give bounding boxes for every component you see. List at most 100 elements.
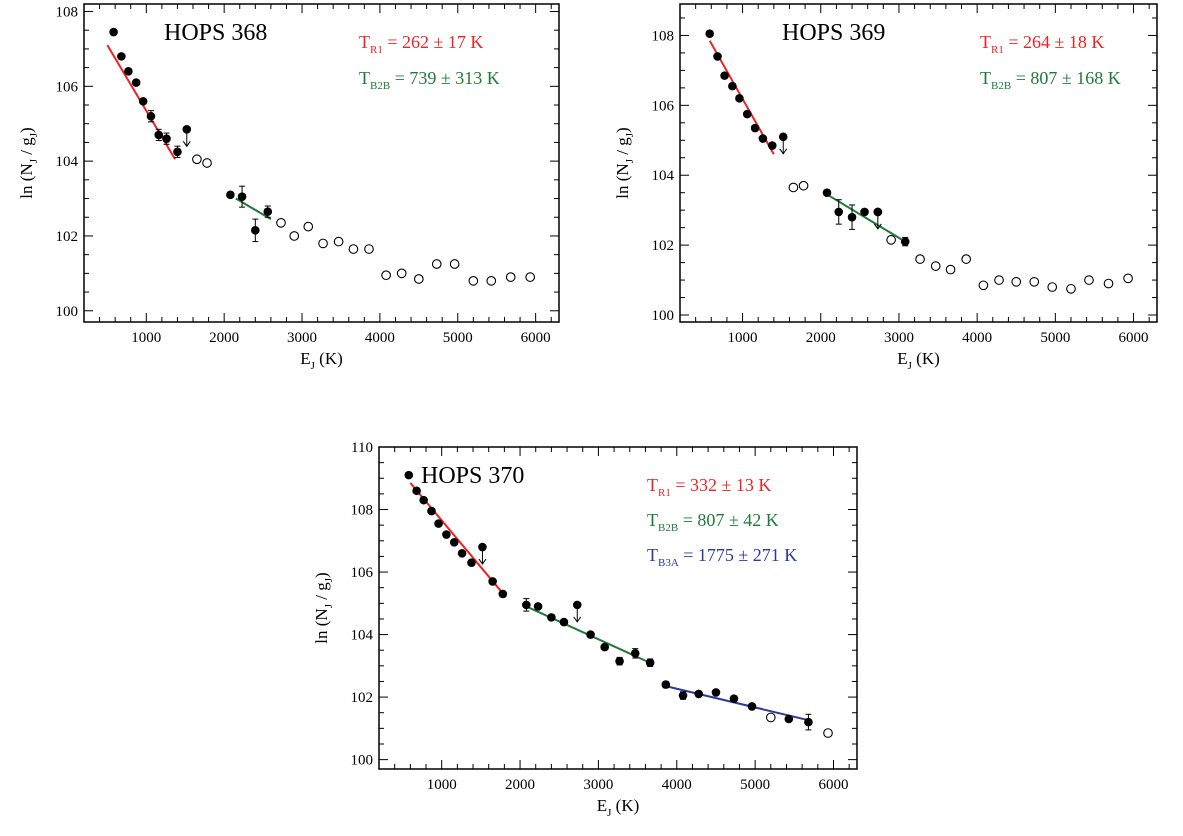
data-point <box>729 694 739 703</box>
fit-line <box>826 193 906 243</box>
x-axis-label: EJ (K) <box>300 349 343 372</box>
panel-3: 1000 2000 3000 4000 5000 6000 100 102 104 106 108 1… <box>312 440 858 819</box>
upper-limit-arrowhead <box>873 223 882 230</box>
data-point <box>630 649 640 658</box>
open-data-point <box>396 268 407 279</box>
x-tick-label: 4000 <box>962 330 992 346</box>
open-data-point <box>303 221 314 232</box>
open-data-point <box>486 275 497 286</box>
open-data-point <box>994 275 1004 285</box>
open-data-point <box>1066 283 1076 294</box>
data-point <box>559 617 569 627</box>
data-point <box>138 96 148 106</box>
data-point <box>900 237 910 246</box>
data-point <box>117 52 126 61</box>
data-point <box>251 226 260 235</box>
panel-title: HOPS 369 <box>782 20 885 46</box>
temperature-annotation: TR1 = 264 ± 18 K <box>980 32 1104 56</box>
data-point <box>586 630 595 639</box>
temperature-annotation: TB2B = 807 ± 168 K <box>980 68 1121 92</box>
data-point <box>834 207 844 217</box>
data-point <box>713 52 722 61</box>
plot-frame <box>83 3 560 323</box>
open-data-point <box>431 259 442 269</box>
x-tick-label: 5000 <box>740 777 770 793</box>
data-point <box>735 94 744 103</box>
data-point <box>694 689 704 699</box>
y-axis-label: ln (NJ / gJ) <box>17 127 40 198</box>
open-data-point <box>961 254 972 264</box>
data-point <box>678 691 688 700</box>
y-tick-label: 100 <box>56 304 79 320</box>
open-data-point <box>978 280 989 291</box>
open-data-point <box>1084 275 1094 285</box>
open-data-point <box>333 236 344 247</box>
data-point <box>728 81 737 91</box>
open-data-point <box>348 244 359 254</box>
data-point <box>767 141 777 150</box>
data-point <box>822 188 832 198</box>
panel-title: HOPS 368 <box>164 20 267 46</box>
data-point <box>711 688 721 697</box>
data-point <box>750 123 760 133</box>
data-point <box>758 134 768 143</box>
open-data-point <box>1029 276 1040 287</box>
temperature-annotation: TB2B = 739 ± 313 K <box>359 68 500 92</box>
open-data-point <box>413 274 424 284</box>
upper-limit-arrowhead <box>478 558 487 565</box>
y-tick-label: 104 <box>351 628 374 644</box>
y-tick-label: 110 <box>351 440 373 456</box>
open-data-point <box>192 154 202 165</box>
x-tick-label: 1000 <box>728 330 758 346</box>
x-tick-label: 4000 <box>662 777 692 793</box>
data-point <box>847 212 857 222</box>
y-tick-label: 106 <box>56 79 79 95</box>
data-point <box>109 27 118 37</box>
data-point <box>427 506 436 516</box>
open-data-point <box>765 712 776 723</box>
y-tick-label: 108 <box>56 4 79 20</box>
open-data-point <box>945 264 956 275</box>
y-tick-label: 106 <box>351 565 374 581</box>
open-data-point <box>1103 278 1114 289</box>
data-point <box>645 658 655 668</box>
data-point <box>804 717 813 727</box>
open-data-point <box>381 270 391 281</box>
data-point <box>173 147 182 157</box>
x-tick-label: 1000 <box>427 777 457 793</box>
x-axis-label: EJ (K) <box>897 349 940 372</box>
panel-1: 1000 2000 3000 4000 5000 6000 100 102 104 106 108 E… <box>17 3 560 372</box>
open-data-point <box>1047 282 1058 292</box>
y-tick-label: 104 <box>652 168 675 184</box>
data-point <box>747 702 757 711</box>
x-tick-label: 2000 <box>806 330 836 346</box>
y-tick-label: 100 <box>652 308 675 324</box>
x-tick-label: 2000 <box>209 330 239 346</box>
temperature-annotation: TR1 = 262 ± 17 K <box>359 32 483 56</box>
y-axis-label: ln (NJ / gJ) <box>312 572 335 643</box>
data-point <box>404 470 414 480</box>
data-point <box>146 111 156 121</box>
temperature-annotation: TB2B = 807 ± 42 K <box>647 510 779 534</box>
y-tick-label: 100 <box>351 753 374 769</box>
data-point <box>720 71 729 80</box>
y-tick-label: 102 <box>652 238 675 254</box>
fit-line <box>665 685 811 722</box>
x-tick-label: 6000 <box>1119 330 1149 346</box>
open-data-point <box>202 158 212 168</box>
data-point <box>784 714 794 724</box>
data-point <box>442 530 451 539</box>
x-tick-label: 6000 <box>521 330 551 346</box>
open-data-point <box>823 728 833 738</box>
open-data-point <box>364 244 374 254</box>
y-tick-label: 102 <box>351 690 374 706</box>
data-point <box>661 680 671 689</box>
open-data-point <box>505 272 516 282</box>
y-tick-label: 106 <box>652 98 675 114</box>
x-tick-label: 5000 <box>443 330 473 346</box>
open-data-point <box>1123 273 1133 284</box>
y-tick-label: 108 <box>652 28 675 44</box>
data-point <box>154 130 164 140</box>
temperature-annotation: TR1 = 332 ± 13 K <box>647 475 771 499</box>
